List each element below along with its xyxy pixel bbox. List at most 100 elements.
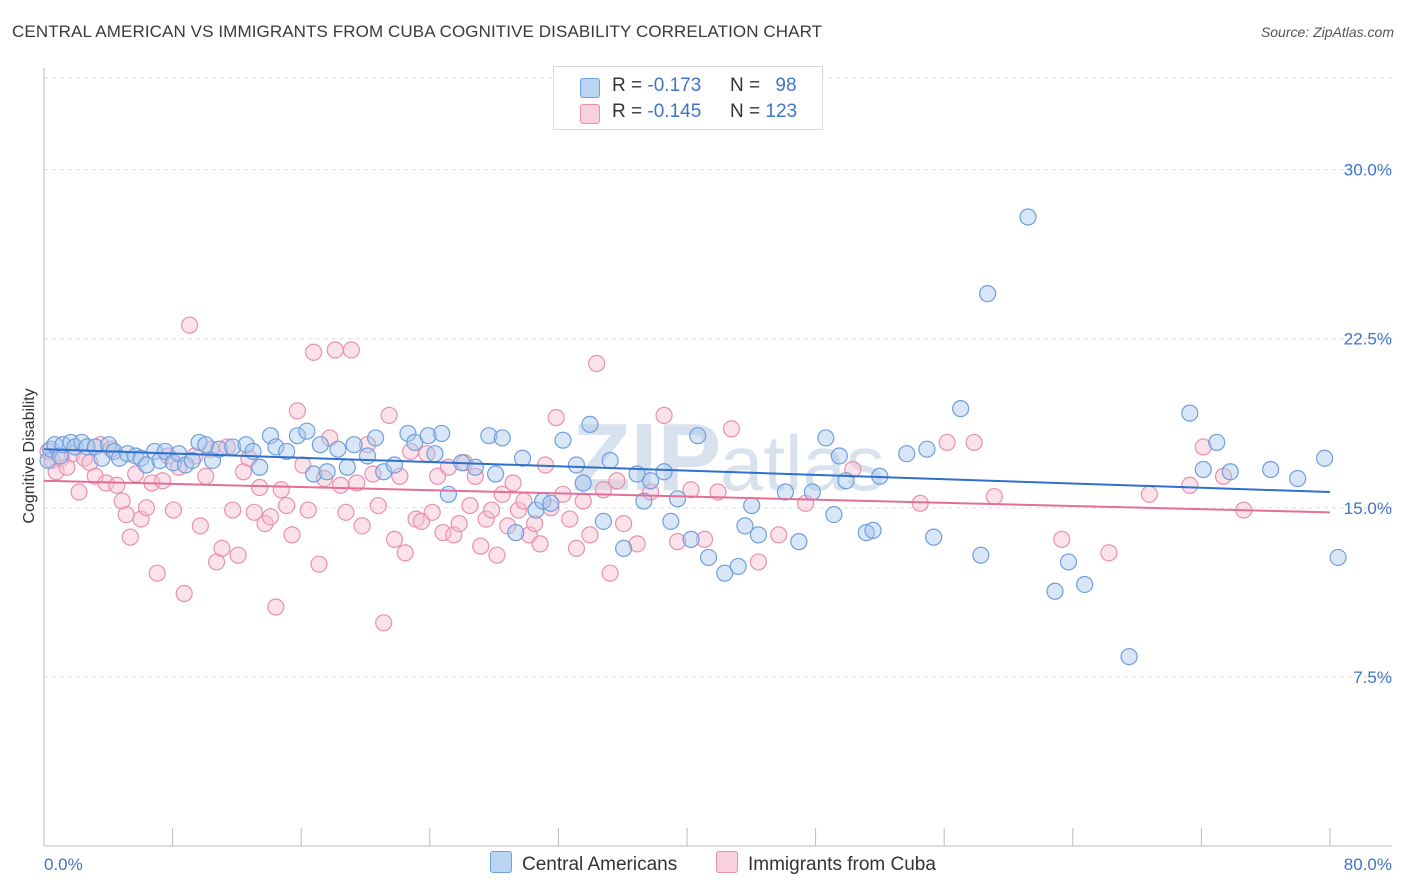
y-tick-label: 30.0% [1344,161,1392,180]
data-point-central-american [305,465,323,483]
data-point-cuba [117,505,135,524]
legend-n-value: 98 [775,75,797,96]
data-point-cuba [504,474,522,492]
data-point-central-american [978,285,997,303]
data-point-central-american [857,524,875,542]
data-point-cuba [197,467,215,485]
data-point-cuba [261,508,280,526]
data-point-central-american [51,447,69,465]
data-point-central-american [716,564,734,582]
data-point-cuba [1100,544,1118,562]
data-point-cuba [385,530,404,548]
data-point-cuba [267,598,285,616]
legend-r-value: -0.145 [647,101,702,122]
data-point-cuba [615,514,633,533]
data-point-central-american [426,445,444,463]
data-point-central-american [749,526,768,544]
data-point-cuba [461,496,479,515]
data-point-central-american [345,436,363,454]
data-point-central-american [952,400,970,418]
data-point-cuba [1053,530,1071,548]
data-point-cuba [283,526,301,544]
data-point-cuba [581,526,599,544]
data-point-central-american [132,449,150,467]
data-point-cuba [770,526,788,544]
data-point-cuba [668,533,687,551]
data-point-cuba [164,501,183,519]
data-point-cuba [137,499,156,517]
data-point-central-american [790,533,808,551]
data-point-central-american [513,449,532,467]
data-point-central-american [567,456,586,474]
data-point-cuba [213,539,231,558]
data-point-cuba [331,476,350,494]
legend-swatch-blue [580,78,600,98]
data-point-central-american [493,429,511,447]
data-point-cuba [477,510,495,528]
trend-line-central-americans [43,448,1331,494]
data-point-central-american [972,546,990,564]
bottom-legend-immigrants-from-cuba: Immigrants from Cuba [716,851,936,876]
data-point-central-american [367,429,385,447]
data-point-cuba [375,614,393,632]
data-point-cuba [272,481,290,499]
data-point-central-american [261,427,280,445]
data-point-central-american [1076,575,1094,594]
data-point-central-american [729,557,747,576]
legend-r-label: R = [612,75,643,96]
data-point-central-american [699,548,718,567]
data-point-cuba [567,539,586,558]
data-point-cuba [326,341,344,359]
data-point-central-american [137,456,156,474]
x-tick-label: 0.0% [44,855,83,874]
series-central-americans [39,208,1347,666]
data-point-cuba [170,458,188,476]
data-point-cuba [509,501,528,519]
data-point-central-american [689,427,707,445]
data-point-cuba [588,354,606,373]
data-point-central-american [358,447,377,465]
data-point-central-american [655,463,673,481]
data-point-cuba [450,514,468,533]
data-point-central-american [743,496,761,515]
data-point-cuba [305,343,323,361]
grid-lines [44,77,1392,678]
data-point-central-american [817,429,835,447]
data-point-central-american [601,451,619,470]
data-point-central-american [1315,449,1334,467]
data-point-central-american [406,433,424,452]
data-point-central-american [1194,460,1212,479]
data-point-cuba [337,503,355,521]
data-point-cuba [148,564,166,582]
data-point-central-american [1262,460,1280,479]
data-point-central-american [190,433,208,452]
data-point-cuba [380,406,398,424]
data-point-central-american [1059,553,1078,571]
data-point-cuba [348,474,366,492]
data-point-cuba [488,546,506,564]
data-point-cuba [396,544,414,562]
data-point-central-american [329,440,347,458]
data-point-central-american [439,485,457,503]
data-point-central-american [385,456,404,474]
data-point-central-american [486,465,505,483]
y-tick-label: 7.5% [1353,668,1392,687]
data-point-cuba [278,496,296,515]
data-point-central-american [662,512,680,530]
data-point-cuba [472,537,490,555]
data-point-central-american [338,458,356,476]
legend-swatch-pink [580,104,600,124]
data-point-central-american [527,501,545,519]
data-point-central-american [581,415,599,433]
data-point-central-american [830,447,848,465]
data-point-central-american [864,521,882,539]
data-point-cuba [709,483,727,501]
data-point-cuba [628,535,646,553]
data-point-central-american [399,424,417,443]
bottom-legend-central-americans: Central Americans [490,851,677,876]
data-point-cuba [682,481,700,499]
x-tick-label: 80.0% [1344,855,1392,874]
legend-n-label: N = [730,75,761,96]
data-point-central-american [278,442,296,461]
legend-r-label: R = [612,101,643,122]
